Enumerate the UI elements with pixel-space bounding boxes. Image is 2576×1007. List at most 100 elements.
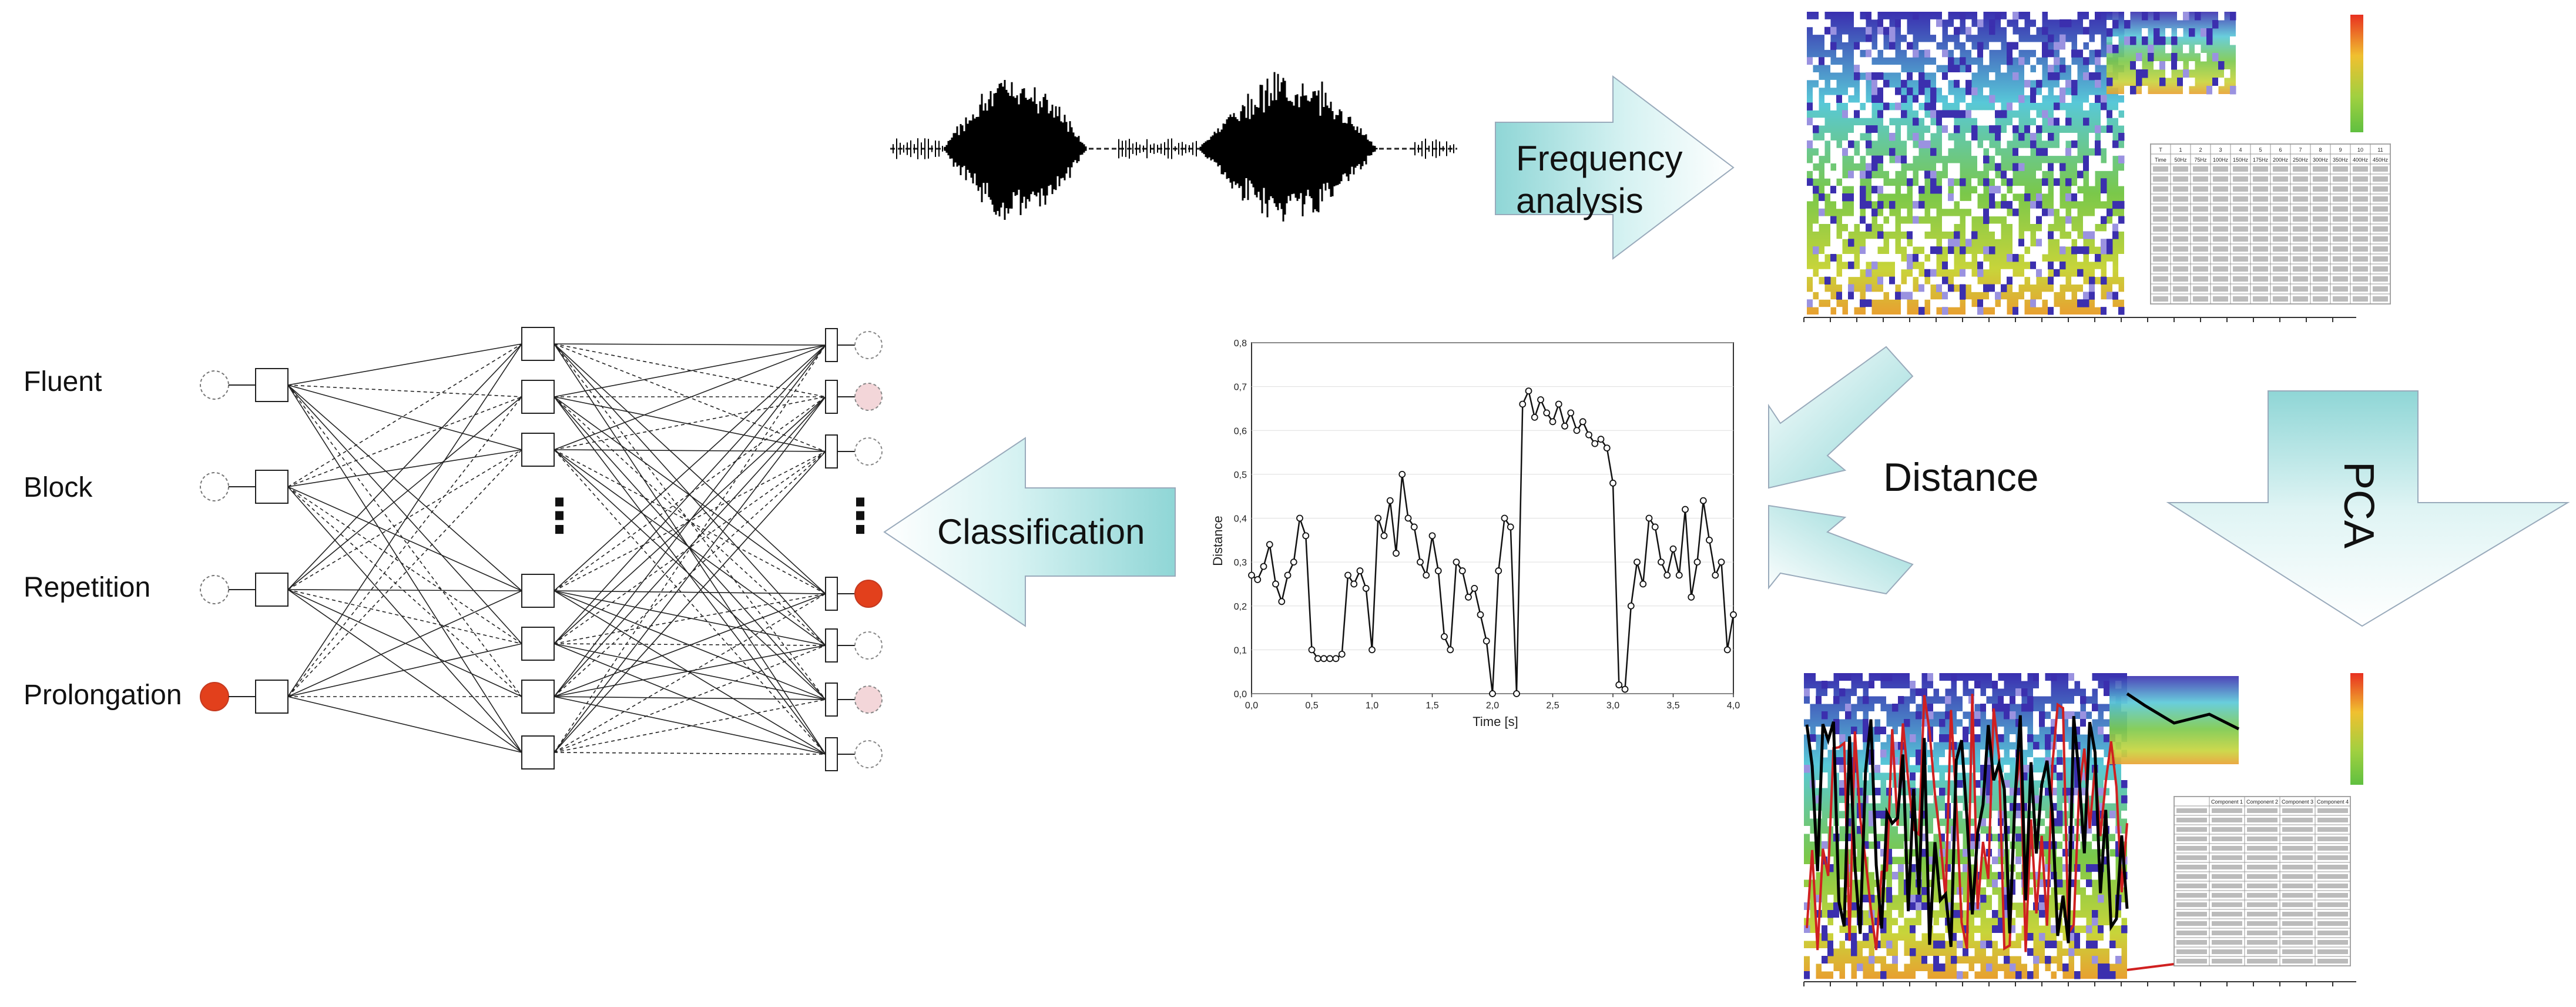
spectrogram-cell xyxy=(2042,133,2048,141)
spectrogram-cell xyxy=(1833,742,1840,750)
spectrogram-cell xyxy=(1901,125,1907,133)
table-cell-value xyxy=(2173,216,2188,222)
connection-line xyxy=(554,593,826,753)
table-cell-value xyxy=(2293,286,2308,292)
spectrogram-cell xyxy=(2015,895,2022,903)
spectrogram-cell xyxy=(2074,780,2081,788)
output-node xyxy=(200,370,229,400)
spectrogram-cell xyxy=(1810,696,1816,704)
spectrogram-cell xyxy=(1842,276,1849,285)
input-node xyxy=(854,580,883,608)
spectrogram-cell xyxy=(1910,673,1916,681)
table-cell-value xyxy=(2373,176,2388,182)
spectrogram-cell xyxy=(1877,65,1884,73)
spectrogram-cell xyxy=(1998,971,2004,979)
spectrogram-cell xyxy=(2030,110,2037,118)
spectrogram-cell xyxy=(2104,734,2110,742)
spectrogram-cell xyxy=(2012,284,2019,292)
table-cell-value xyxy=(2353,196,2368,202)
spectrogram-top-right-cells xyxy=(2107,12,2236,95)
spectrogram-cell xyxy=(2092,864,2098,872)
spectrogram-cell xyxy=(1824,163,1831,171)
input-layer-ellipsis: ⋮ xyxy=(837,489,884,543)
spectrogram-cell xyxy=(1983,261,1990,270)
spectrogram-cell xyxy=(1810,734,1816,742)
spectrogram-cell xyxy=(1986,688,1993,697)
spectrogram-cell xyxy=(1813,118,1819,126)
spectrogram-cell xyxy=(1957,933,1963,941)
spectrogram-cell xyxy=(2018,299,2025,307)
spectrogram-cell xyxy=(2010,734,2016,742)
spectrogram-cell xyxy=(1960,34,1966,42)
spectrogram-cell xyxy=(1901,299,1907,307)
spectrogram-cell xyxy=(1995,208,2001,217)
spectrogram-cell xyxy=(1971,87,1978,96)
connection-line xyxy=(554,696,826,755)
spectrogram-cell xyxy=(1924,239,1931,247)
spectrogram-cell xyxy=(1974,688,1981,697)
spectrogram-cell xyxy=(1989,110,1995,118)
spectrogram-cell xyxy=(1804,895,1810,903)
distance-point xyxy=(1393,550,1400,557)
spectrogram-cell xyxy=(2101,57,2107,65)
spectrogram-cell xyxy=(2030,133,2037,141)
spectrogram-cell xyxy=(1804,688,1810,697)
spectrogram-cell xyxy=(1989,42,1995,50)
spectrogram-cell xyxy=(2089,216,2095,224)
spectrogram-cell xyxy=(2071,49,2078,58)
spectrogram-cell xyxy=(2045,948,2051,956)
spectrogram-cell xyxy=(2024,125,2031,133)
table-cell-value xyxy=(2176,865,2207,869)
spectrogram-cell xyxy=(2077,163,2084,171)
spectrogram-cell xyxy=(1819,269,1825,277)
spectrogram-cell xyxy=(1880,688,1887,697)
distance-point xyxy=(1471,585,1478,592)
spectrogram-cell xyxy=(2027,902,2034,911)
spectrogram-cell xyxy=(2027,956,2034,964)
spectrogram-cell xyxy=(2121,834,2128,842)
spectrogram-cell xyxy=(2039,902,2045,911)
spectrogram-cell xyxy=(2077,254,2084,262)
spectrogram-cell xyxy=(1957,681,1963,689)
distance-point xyxy=(1441,633,1448,640)
spectrogram-cell xyxy=(1822,696,1828,704)
spectrogram-cell xyxy=(2095,42,2101,50)
spectrogram-cell xyxy=(1977,110,1984,118)
spectrogram-cell xyxy=(1883,254,1890,262)
spectrogram-cell xyxy=(2095,231,2101,239)
spectrogram-cell xyxy=(1965,110,1972,118)
spectrogram-cell xyxy=(2154,12,2160,21)
spectrogram-cell xyxy=(1974,933,1981,941)
table-cell-value xyxy=(2247,931,2278,935)
spectrogram-cell xyxy=(2068,895,2075,903)
table-cell-value xyxy=(2293,256,2308,262)
spectrogram-cell xyxy=(1977,49,1984,58)
spectrogram-cell xyxy=(2004,902,2010,911)
spectrogram-cell xyxy=(1930,49,1937,58)
spectrogram-cell xyxy=(1910,910,1916,918)
table-cell-value xyxy=(2333,196,2348,202)
spectrogram-cell xyxy=(1824,307,1831,315)
table-header-cell: 10 xyxy=(2357,147,2363,153)
spectrogram-cell xyxy=(1810,971,1816,979)
table-cell-value xyxy=(2313,266,2328,272)
spectrogram-cell xyxy=(2068,704,2075,712)
spectrogram-cell xyxy=(2051,941,2057,949)
spectrogram-cell xyxy=(1851,918,1857,926)
spectrogram-cell xyxy=(1986,711,1993,720)
spectrogram-cell xyxy=(2165,61,2172,70)
spectrogram-cell xyxy=(2101,231,2107,239)
spectrogram-cell xyxy=(1957,688,1963,697)
spectrogram-cell xyxy=(1965,307,1972,315)
spectrogram-cell xyxy=(1830,299,1837,307)
spectrogram-cell xyxy=(1895,65,1901,73)
spectrogram-cell xyxy=(1901,239,1907,247)
spectrogram-cell xyxy=(1992,933,1998,941)
spectrogram-cell xyxy=(1980,818,1987,827)
spectrogram-cell xyxy=(2107,45,2113,53)
spectrogram-cell xyxy=(2086,780,2092,788)
spectrogram-cell xyxy=(2060,140,2066,149)
spectrogram-cell xyxy=(1942,186,1948,194)
spectrogram-cell xyxy=(1924,42,1931,50)
